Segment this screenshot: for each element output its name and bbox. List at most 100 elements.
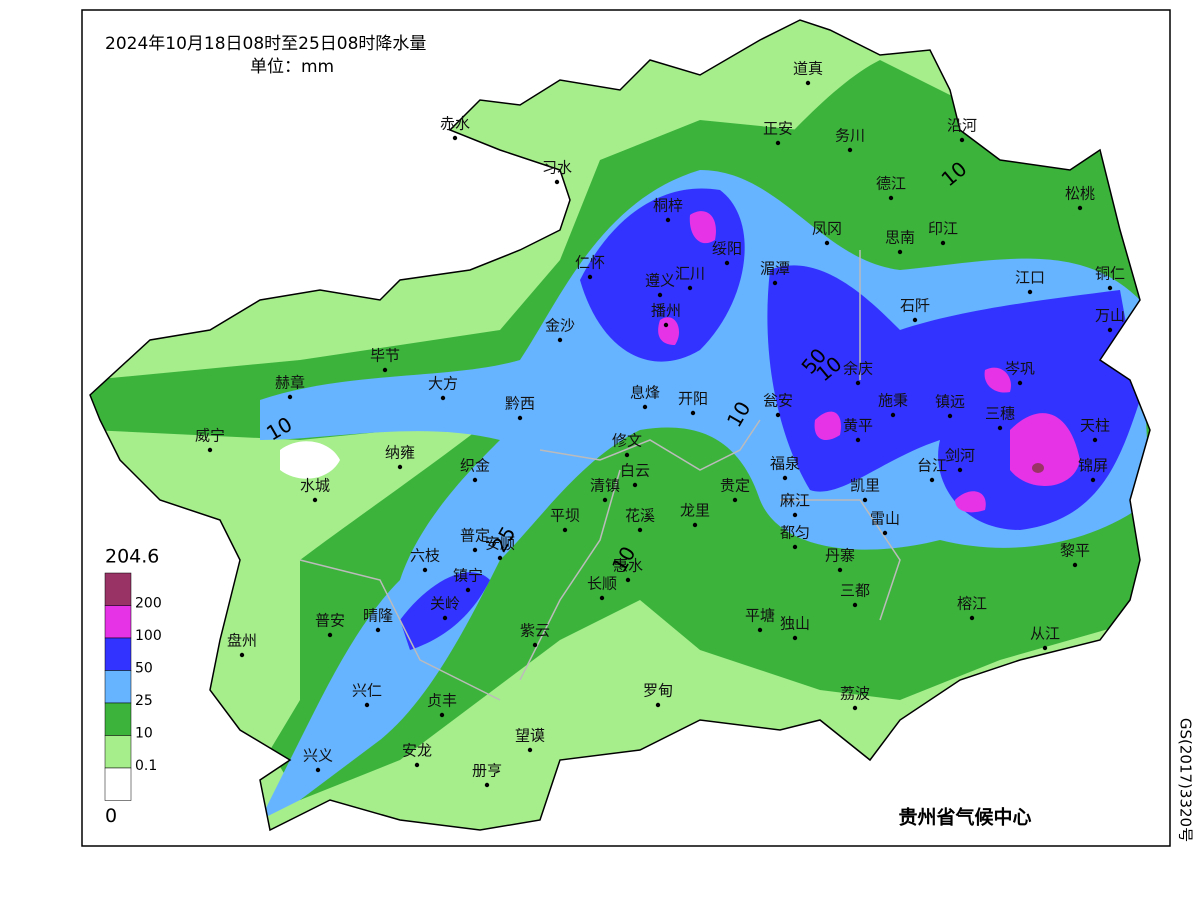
city-label: 大方	[428, 375, 458, 393]
city-dot	[775, 412, 781, 418]
city-dot	[602, 497, 608, 503]
city-dot	[632, 482, 638, 488]
city-dot	[1107, 285, 1113, 291]
legend-label: 100	[135, 628, 162, 644]
city-dot	[624, 452, 630, 458]
city-dot	[422, 567, 428, 573]
city-dot	[497, 555, 503, 561]
city-dot	[912, 317, 918, 323]
legend-swatch	[104, 637, 132, 671]
city-label: 长顺	[587, 575, 617, 593]
city-label: 平塘	[745, 607, 775, 625]
city-label: 六枝	[410, 547, 440, 565]
city-dot	[657, 292, 663, 298]
city-label: 赫章	[275, 374, 305, 392]
city-dot	[1042, 645, 1048, 651]
county-borders	[299, 250, 901, 701]
city-dot	[890, 412, 896, 418]
legend-swatch	[104, 572, 132, 606]
city-dot	[782, 475, 788, 481]
city-dot	[940, 240, 946, 246]
city-label: 望谟	[515, 727, 545, 745]
city-dot	[484, 782, 490, 788]
city-label: 绥阳	[712, 240, 742, 258]
city-dot	[757, 627, 763, 633]
city-label: 镇宁	[453, 567, 483, 585]
city-label: 施秉	[878, 392, 908, 410]
city-dot	[239, 652, 245, 658]
city-label: 白云	[620, 462, 650, 480]
city-label: 从江	[1030, 625, 1060, 643]
city-label: 织金	[460, 457, 490, 475]
city-label: 都匀	[780, 524, 810, 542]
city-label: 荔波	[840, 685, 870, 703]
city-label: 罗甸	[643, 682, 673, 700]
city-label: 麻江	[780, 492, 810, 510]
city-label: 惠水	[613, 557, 643, 575]
city-dot	[382, 367, 388, 373]
city-label: 贞丰	[427, 692, 457, 710]
city-label: 贵定	[720, 477, 750, 495]
city-label: 兴仁	[352, 682, 382, 700]
city-label: 独山	[780, 615, 810, 633]
city-label: 黎平	[1060, 542, 1090, 560]
city-label: 水城	[300, 477, 330, 495]
city-dot	[397, 464, 403, 470]
city-dot	[1090, 477, 1096, 483]
city-label: 黄平	[843, 417, 873, 435]
city-label: 习水	[542, 159, 572, 177]
city-dot	[587, 274, 593, 280]
city-label: 务川	[835, 127, 865, 145]
city-label: 纳雍	[385, 444, 415, 462]
city-dot	[1017, 380, 1023, 386]
city-dot	[472, 547, 478, 553]
city-label: 平坝	[550, 507, 580, 525]
city-label: 天柱	[1080, 417, 1110, 435]
city-label: 德江	[876, 175, 906, 193]
city-dot	[1027, 289, 1033, 295]
city-label: 兴义	[303, 747, 333, 765]
city-label: 余庆	[843, 360, 873, 378]
legend-label: 25	[135, 693, 153, 709]
city-dot	[439, 712, 445, 718]
city-label: 开阳	[678, 390, 708, 408]
city-dot	[472, 477, 478, 483]
title: 2024年10月18日08时至25日08时降水量	[105, 34, 426, 54]
city-dot	[959, 137, 965, 143]
city-label: 三穗	[985, 405, 1015, 423]
city-label: 普安	[315, 612, 345, 630]
city-label: 万山	[1095, 307, 1125, 325]
city-dot	[327, 632, 333, 638]
city-label: 沿河	[947, 117, 977, 135]
city-dot	[287, 394, 293, 400]
city-dot	[663, 322, 669, 328]
city-label: 思南	[885, 229, 915, 247]
city-dot	[452, 135, 458, 141]
city-label: 遵义	[645, 272, 675, 290]
city-dot	[957, 467, 963, 473]
city-label: 正安	[763, 120, 793, 138]
city-dot	[414, 762, 420, 768]
city-dot	[837, 567, 843, 573]
city-dot	[1072, 562, 1078, 568]
city-label: 岑巩	[1005, 360, 1035, 378]
city-label: 台江	[917, 457, 947, 475]
credit: 贵州省气候中心	[898, 806, 1031, 829]
city-dot	[852, 602, 858, 608]
city-dot	[792, 512, 798, 518]
city-dot	[805, 80, 811, 86]
city-dot	[690, 410, 696, 416]
legend-label: 50	[135, 661, 153, 677]
unit: 单位：mm	[250, 57, 334, 77]
city-label: 关岭	[430, 595, 460, 613]
city-label: 榕江	[957, 595, 987, 613]
city-label: 剑河	[945, 447, 975, 465]
city-dot	[947, 413, 953, 419]
city-dot	[882, 530, 888, 536]
city-label: 三都	[840, 582, 870, 600]
city-dot	[997, 425, 1003, 431]
city-label: 福泉	[770, 455, 800, 473]
city-dot	[625, 577, 631, 583]
